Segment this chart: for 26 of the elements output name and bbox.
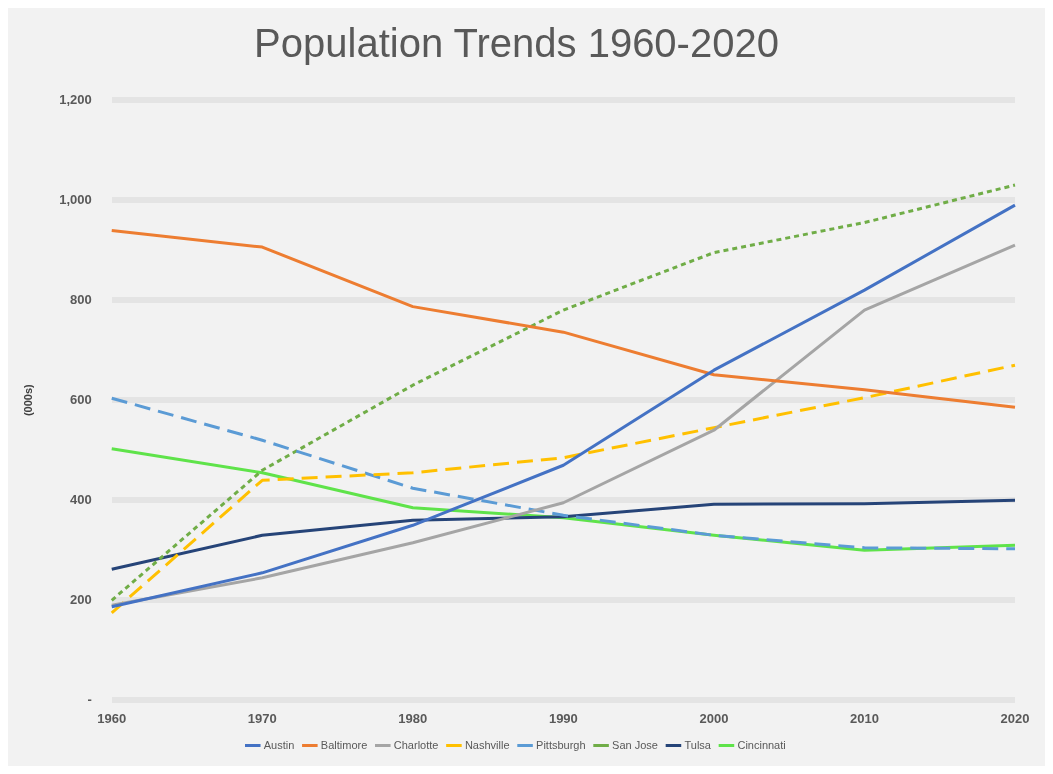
y-tick-label: 1,200	[59, 91, 92, 107]
y-tick-label: 600	[70, 391, 92, 407]
x-tick-label: 1980	[398, 710, 428, 726]
chart-title: Population Trends 1960-2020	[254, 21, 779, 66]
legend-label: Nashville	[464, 738, 510, 751]
legend-label: San Jose	[612, 738, 658, 751]
legend-label: Baltimore	[320, 738, 368, 751]
x-tick-label: 1960	[97, 710, 127, 726]
y-tick-label: 1,000	[59, 191, 92, 207]
y-axis-title: (000s)	[21, 383, 34, 417]
y-tick-label: 200	[70, 591, 92, 607]
x-tick-label: 2010	[849, 710, 879, 726]
legend-label: Charlotte	[393, 738, 439, 751]
x-tick-label: 1990	[548, 710, 578, 726]
legend-label: Pittsburgh	[536, 738, 586, 751]
x-tick-label: 2000	[699, 710, 729, 726]
legend-label: Cincinnati	[737, 738, 786, 751]
legend-label: Austin	[263, 738, 295, 751]
x-tick-label: 1970	[247, 710, 277, 726]
legend-label: Tulsa	[684, 738, 712, 751]
y-tick-label: 400	[70, 491, 92, 507]
line-series	[110, 363, 1017, 615]
y-tick-label: -	[87, 691, 92, 707]
y-tick-label: 800	[70, 291, 92, 307]
x-tick-label: 2020	[1000, 710, 1030, 726]
line-series	[110, 396, 1017, 551]
